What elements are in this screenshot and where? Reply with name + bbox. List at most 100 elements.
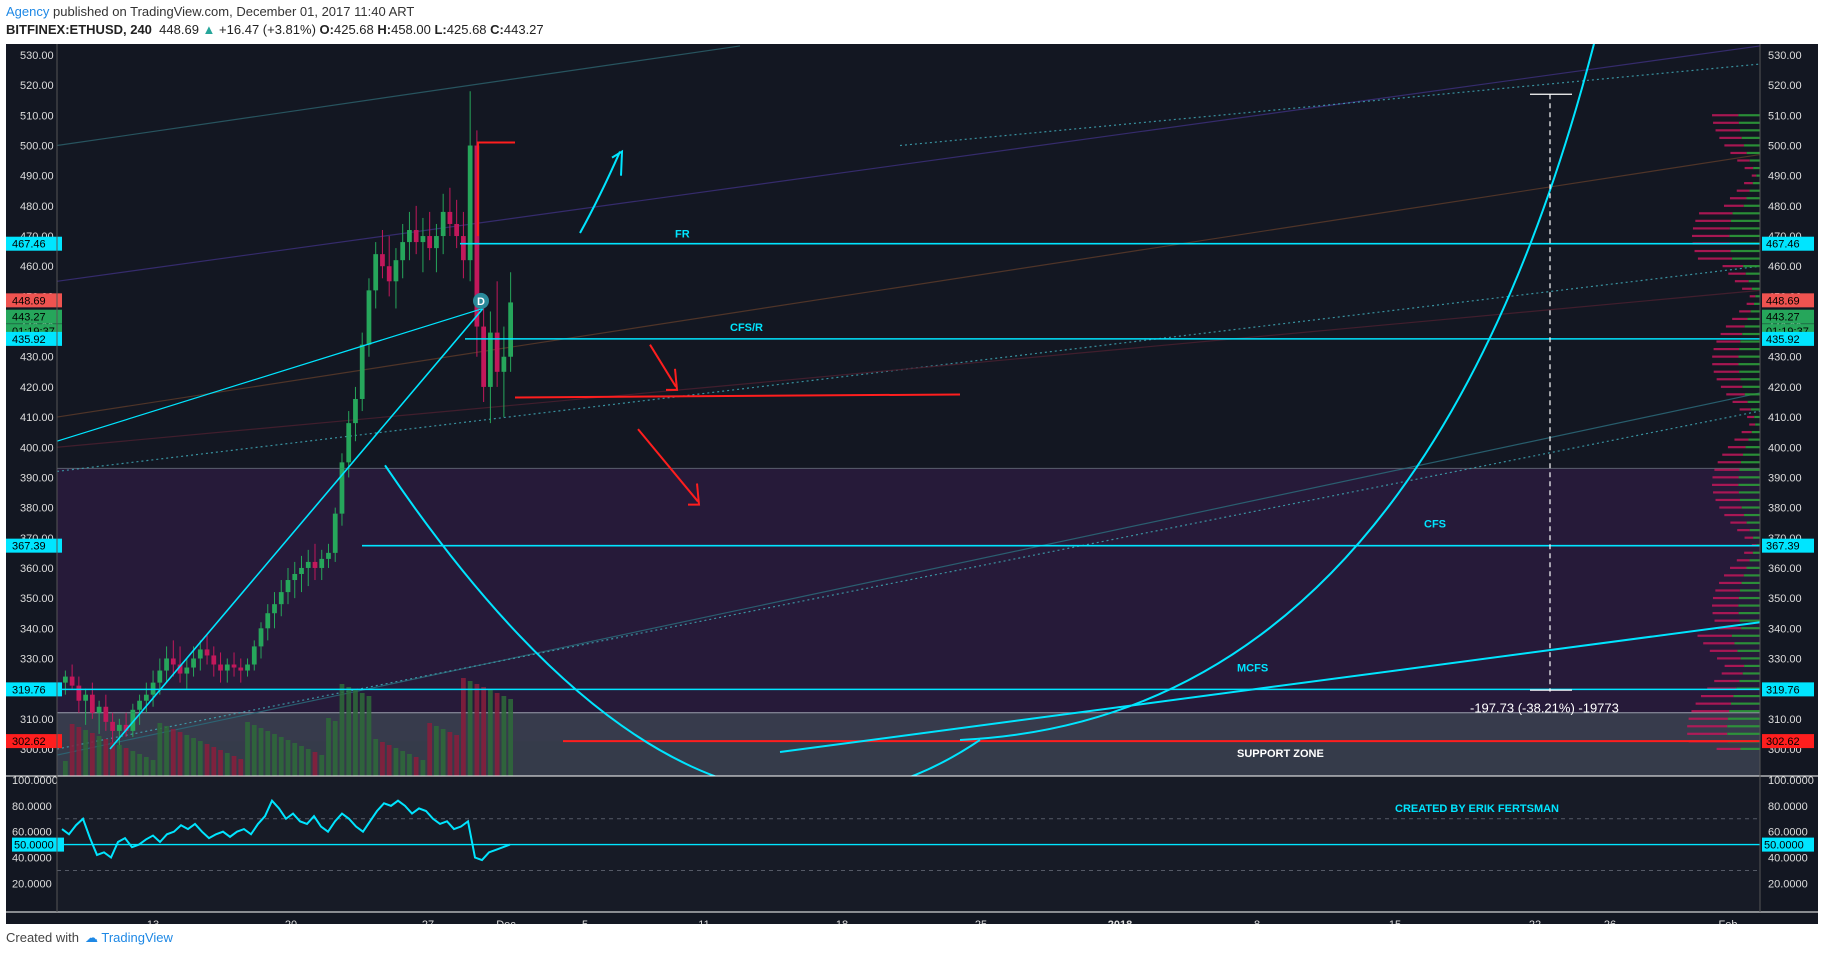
volume-profile-bar — [1754, 415, 1760, 419]
volume-profile-bar — [1733, 694, 1760, 698]
volume-profile-bar — [1707, 687, 1737, 690]
candle — [83, 694, 88, 701]
candle — [218, 664, 223, 671]
volume-profile-bar — [1747, 415, 1755, 419]
volume-profile-bar — [1713, 121, 1739, 124]
price-tick-right: 330.00 — [1768, 653, 1802, 665]
volume-profile-bar — [1730, 249, 1760, 253]
candle — [413, 230, 419, 243]
x-tick: Dec — [496, 919, 516, 924]
candle — [258, 628, 264, 647]
candle — [474, 145, 480, 327]
volume-bar — [481, 687, 487, 776]
volume-profile-bar — [1743, 265, 1760, 268]
candle — [76, 685, 82, 701]
rsi-tick-left: 40.0000 — [12, 853, 52, 865]
price-badge-right — [1762, 236, 1814, 251]
x-tick: 2018 — [1108, 919, 1132, 924]
volume-profile-bar — [1730, 151, 1747, 155]
price-badge-left-text: 467.46 — [12, 239, 46, 251]
volume-profile-bar — [1739, 370, 1760, 373]
price-badge-right — [1762, 538, 1814, 553]
price-tick-left: 490.00 — [20, 171, 54, 183]
volume-profile-bar — [1737, 529, 1750, 532]
volume-profile-bar — [1739, 129, 1760, 132]
volume-profile-bar — [1716, 340, 1741, 343]
candle — [366, 290, 372, 345]
volume-profile-bar — [1725, 325, 1745, 328]
volume-profile-bar — [1730, 219, 1760, 222]
rsi-tick-left: 80.0000 — [12, 801, 52, 813]
candle — [434, 236, 439, 249]
x-tick: 15 — [1389, 919, 1401, 924]
candle — [332, 513, 338, 553]
candle — [116, 724, 122, 731]
candle — [380, 254, 385, 267]
volume-bar — [461, 678, 466, 776]
volume-bar — [164, 726, 169, 776]
rsi-50-label: 50.0000 — [14, 840, 54, 852]
symbol-info: BITFINEX:ETHUSD, 240 448.69 ▲ +16.47 (+3… — [6, 22, 544, 37]
volume-profile-bar — [1740, 747, 1760, 750]
price-badge-right — [1762, 293, 1814, 308]
volume-bar — [501, 696, 507, 776]
volume-profile-bar — [1755, 295, 1760, 298]
volume-profile-bar — [1729, 197, 1747, 200]
volume-profile-bar — [1692, 227, 1730, 230]
price-tick-right: 380.00 — [1768, 503, 1802, 515]
volume-profile-bar — [1729, 227, 1760, 230]
volume-profile-bar — [1741, 506, 1760, 509]
volume-profile-bar — [1740, 340, 1760, 343]
volume-profile-bar — [1694, 249, 1731, 253]
volume-profile-bar — [1739, 347, 1760, 351]
label-support-zone: SUPPORT ZONE — [1237, 748, 1324, 760]
price-tick-left: 390.00 — [20, 472, 54, 484]
candle — [164, 658, 169, 671]
up-arrow — [579, 151, 621, 234]
price-tick-right: 480.00 — [1768, 201, 1802, 213]
candle — [292, 573, 298, 581]
candle — [454, 223, 460, 237]
volume-profile-bar — [1752, 182, 1760, 185]
price-tick-left: 510.00 — [20, 110, 54, 122]
volume-profile-bar — [1726, 393, 1745, 396]
publish-info: Agency published on TradingView.com, Dec… — [6, 4, 414, 19]
rsi-tick-right: 100.0000 — [1768, 775, 1814, 787]
price-chart[interactable]: D FR CFS/R CFS MCFS SUPPORT ZONE -197.73 (-38.… — [0, 44, 1824, 924]
volume-bar — [326, 718, 331, 776]
price-badge-left — [6, 682, 62, 697]
volume-profile-bar — [1716, 747, 1741, 750]
rsi-tick-left: 60.0000 — [12, 827, 52, 839]
candle — [143, 694, 149, 701]
volume-bar — [251, 725, 257, 776]
volume-bar — [305, 749, 311, 776]
price-tick-right: 340.00 — [1768, 623, 1802, 635]
volume-bar — [407, 754, 412, 776]
volume-profile-bar — [1724, 144, 1744, 147]
tradingview-link[interactable]: ☁ TradingView — [85, 930, 173, 945]
price-badge-left-text: 319.76 — [12, 684, 46, 696]
volume-bar — [204, 744, 210, 776]
price-tick-right: 360.00 — [1768, 563, 1802, 575]
volume-profile-bar — [1724, 664, 1745, 668]
volume-profile-bar — [1712, 476, 1739, 479]
trendline — [109, 307, 484, 750]
volume-bar — [197, 741, 203, 776]
volume-profile-bar — [1745, 446, 1760, 449]
support-zone-rect — [57, 712, 1760, 776]
candle — [278, 592, 284, 605]
volume-profile-bar — [1712, 114, 1739, 117]
volume-profile-bar — [1712, 596, 1739, 600]
x-tick: 22 — [1529, 919, 1541, 924]
volume-profile-bar — [1687, 732, 1728, 735]
volume-profile-bar — [1719, 136, 1742, 139]
volume-profile-bar — [1691, 710, 1730, 713]
price-tick-left: 350.00 — [20, 593, 54, 605]
volume-bar — [69, 724, 75, 776]
candle — [467, 145, 473, 261]
author-link[interactable]: Agency — [6, 4, 50, 19]
volume-profile-bar — [1737, 649, 1760, 652]
created-with: Created with — [6, 930, 79, 945]
candle — [177, 664, 183, 674]
volume-profile-bar — [1688, 717, 1728, 720]
